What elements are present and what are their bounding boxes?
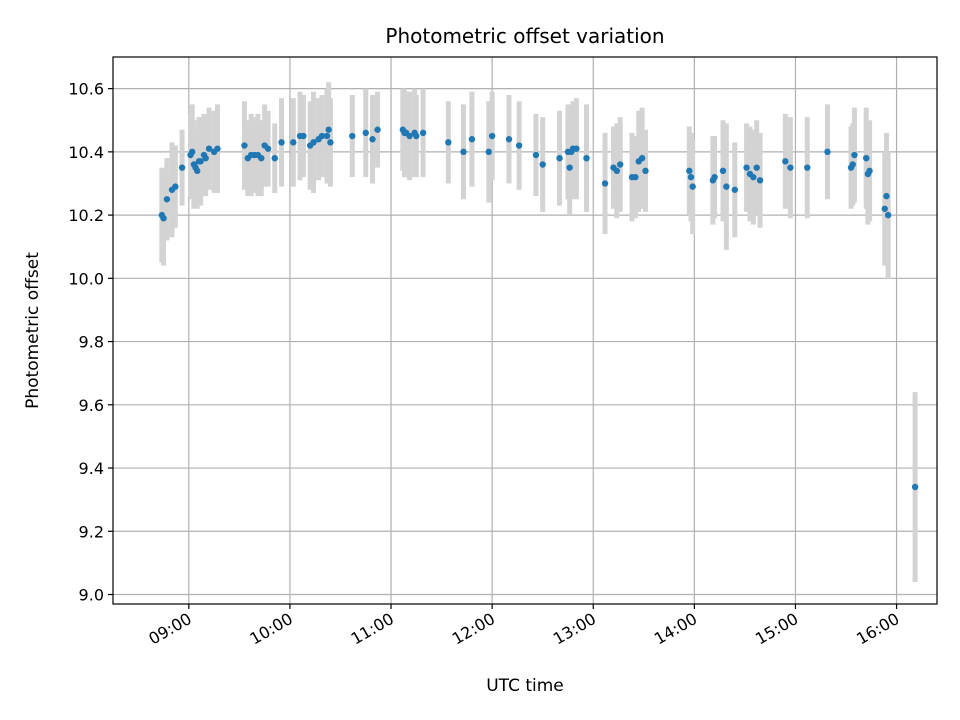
data-point	[264, 145, 272, 152]
y-tick-label: 10.6	[68, 80, 104, 99]
data-point	[488, 132, 496, 140]
x-axis-ticks: 09:00 10:00 11:00 12:00 13:00 14:00 15:00 16:00	[145, 604, 903, 649]
y-axis-ticks: 9.0 9.2 9.4 9.6 9.8 10.0 10.2 10.4 10.6	[68, 80, 113, 605]
data-point	[241, 142, 248, 149]
x-axis-title: UTC time	[486, 676, 564, 696]
data-point	[468, 136, 476, 143]
x-tick-label: 09:00	[145, 609, 194, 649]
data-point	[723, 183, 730, 190]
data-point	[406, 132, 413, 140]
data-point	[601, 180, 609, 187]
data-point	[566, 164, 573, 171]
y-tick-label: 9.4	[79, 459, 104, 478]
y-gridlines	[113, 88, 937, 596]
data-point	[485, 148, 492, 156]
data-point	[753, 164, 760, 171]
data-point	[849, 161, 856, 168]
data-point	[300, 132, 307, 140]
data-point	[505, 136, 513, 143]
data-point	[824, 148, 831, 156]
data-point	[327, 139, 334, 146]
plot-frame	[112, 56, 938, 605]
data-point	[278, 139, 285, 146]
y-tick-label: 9.2	[79, 522, 104, 541]
data-point	[583, 154, 590, 162]
data-point	[197, 158, 204, 165]
data-point	[349, 132, 356, 140]
x-tick-label: 10:00	[247, 609, 296, 649]
x-tick-label: 15:00	[752, 609, 801, 649]
data-point	[573, 145, 580, 152]
y-tick-label: 10.4	[68, 143, 104, 162]
point-series	[158, 126, 919, 491]
data-point	[374, 126, 381, 133]
data-point	[271, 154, 278, 162]
y-tick-label: 9.8	[79, 333, 104, 352]
data-point	[532, 151, 540, 159]
data-point	[911, 483, 919, 491]
data-point	[756, 177, 764, 184]
data-point	[689, 183, 696, 190]
x-tick-label: 12:00	[449, 609, 498, 649]
data-point	[539, 161, 546, 168]
data-point	[194, 167, 201, 175]
data-point	[369, 136, 376, 143]
data-point	[172, 183, 179, 190]
data-point	[290, 139, 297, 146]
data-point	[642, 167, 649, 175]
data-point	[188, 148, 196, 156]
data-point	[881, 205, 888, 212]
x-tick-label: 14:00	[651, 609, 700, 649]
x-tick-label: 13:00	[550, 609, 599, 649]
data-point	[310, 139, 317, 146]
chart-title: Photometric offset variation	[385, 24, 664, 48]
data-point	[883, 192, 890, 200]
data-point	[214, 145, 221, 152]
data-point	[863, 154, 870, 162]
data-point	[731, 186, 738, 193]
data-point	[258, 154, 265, 162]
data-point	[743, 164, 750, 171]
data-point	[323, 132, 331, 140]
y-axis-title: Photometric offset	[23, 252, 43, 409]
data-point	[617, 161, 624, 168]
data-point	[782, 158, 789, 165]
data-point	[178, 164, 186, 171]
data-point	[884, 211, 892, 219]
data-point	[851, 151, 858, 159]
data-point	[318, 132, 326, 140]
data-point	[460, 148, 467, 156]
data-point	[419, 129, 427, 137]
data-point	[413, 132, 420, 140]
y-tick-label: 9.6	[79, 396, 104, 415]
data-point	[160, 215, 167, 222]
data-point	[163, 196, 171, 203]
y-tick-label: 10.2	[68, 206, 104, 225]
data-point	[804, 164, 811, 171]
data-point	[362, 129, 369, 137]
data-point	[686, 167, 693, 175]
y-tick-label: 9.0	[79, 586, 104, 605]
data-point	[750, 173, 757, 181]
y-tick-label: 10.0	[68, 269, 104, 288]
data-point	[205, 145, 213, 152]
data-point	[613, 167, 621, 175]
data-point	[556, 154, 563, 162]
x-tick-label: 16:00	[853, 609, 902, 649]
data-point	[687, 173, 695, 181]
data-point	[787, 164, 794, 171]
data-point	[632, 173, 639, 181]
data-point	[445, 139, 452, 146]
data-point	[638, 154, 646, 162]
data-point	[711, 173, 718, 181]
data-point	[325, 126, 332, 133]
data-point	[719, 167, 727, 175]
data-point	[515, 142, 523, 149]
data-point	[202, 154, 209, 162]
x-tick-label: 11:00	[348, 609, 397, 649]
data-point	[866, 167, 873, 175]
